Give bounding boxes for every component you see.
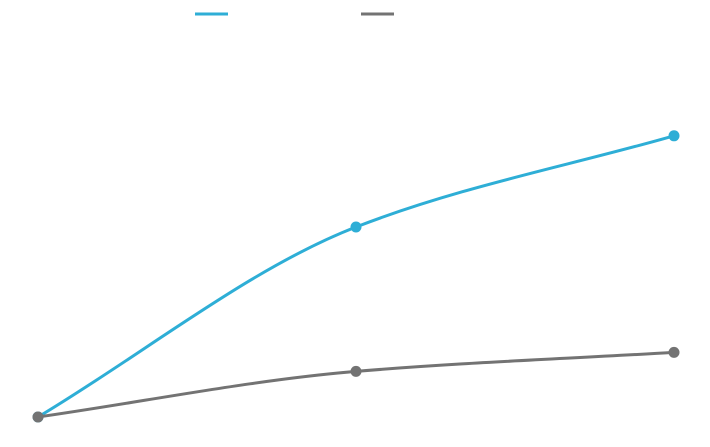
data-point — [32, 411, 44, 423]
data-point — [350, 221, 362, 233]
data-point — [668, 130, 680, 142]
data-point — [350, 365, 362, 377]
data-point — [668, 346, 680, 358]
series-line — [37, 350, 675, 419]
